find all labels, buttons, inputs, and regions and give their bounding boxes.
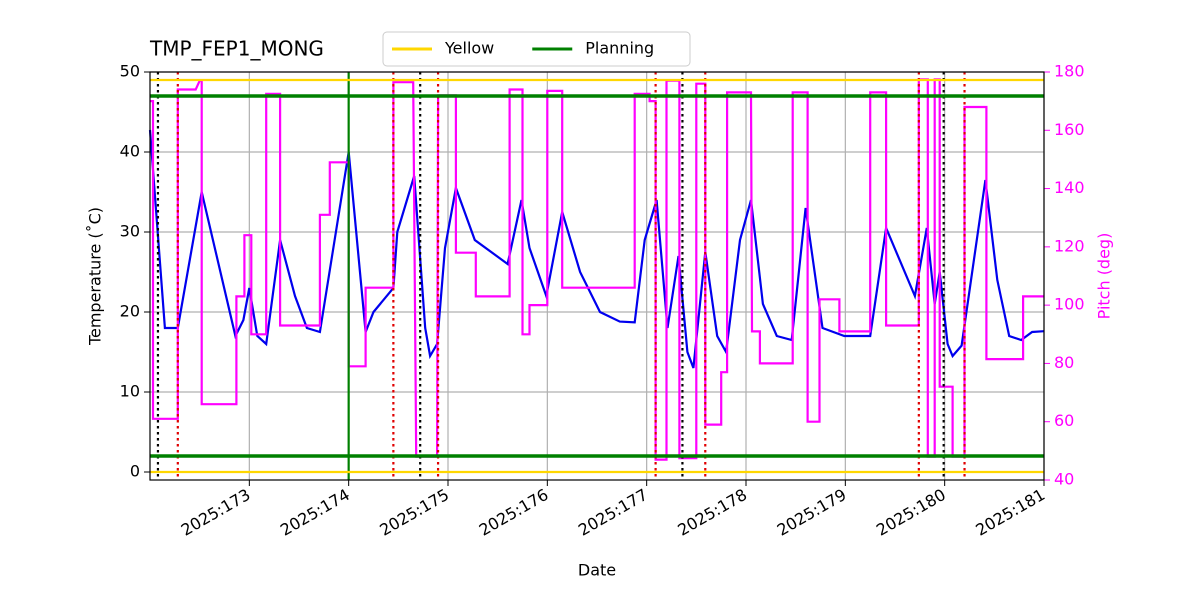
y2-tick-label: 180 [1054,62,1085,81]
legend-label: Planning [585,39,654,58]
series-line [150,78,1044,461]
plot-frame [149,71,1045,481]
y2-tick-label: 160 [1054,120,1085,139]
y-axis-label: Temperature (˚C) [86,207,105,346]
y-tick-label: 50 [120,62,140,81]
y-tick-label: 30 [120,222,140,241]
y2-tick-label: 140 [1054,178,1085,197]
legend-label: Yellow [444,39,494,58]
chart-title: TMP_FEP1_MONG [149,37,324,61]
y2-tick-label: 60 [1054,411,1074,430]
y2-tick-label: 120 [1054,236,1085,255]
y2-tick-label: 80 [1054,353,1074,372]
y2-tick-label: 100 [1054,295,1085,314]
y-tick-label: 20 [120,302,140,321]
y-tick-label: 40 [120,142,140,161]
y2-axis-label: Pitch (deg) [1095,233,1114,320]
y-tick-label: 10 [120,382,140,401]
x-axis-label: Date [578,561,616,580]
y-tick-label: 0 [130,462,140,481]
y2-tick-label: 40 [1054,470,1074,489]
